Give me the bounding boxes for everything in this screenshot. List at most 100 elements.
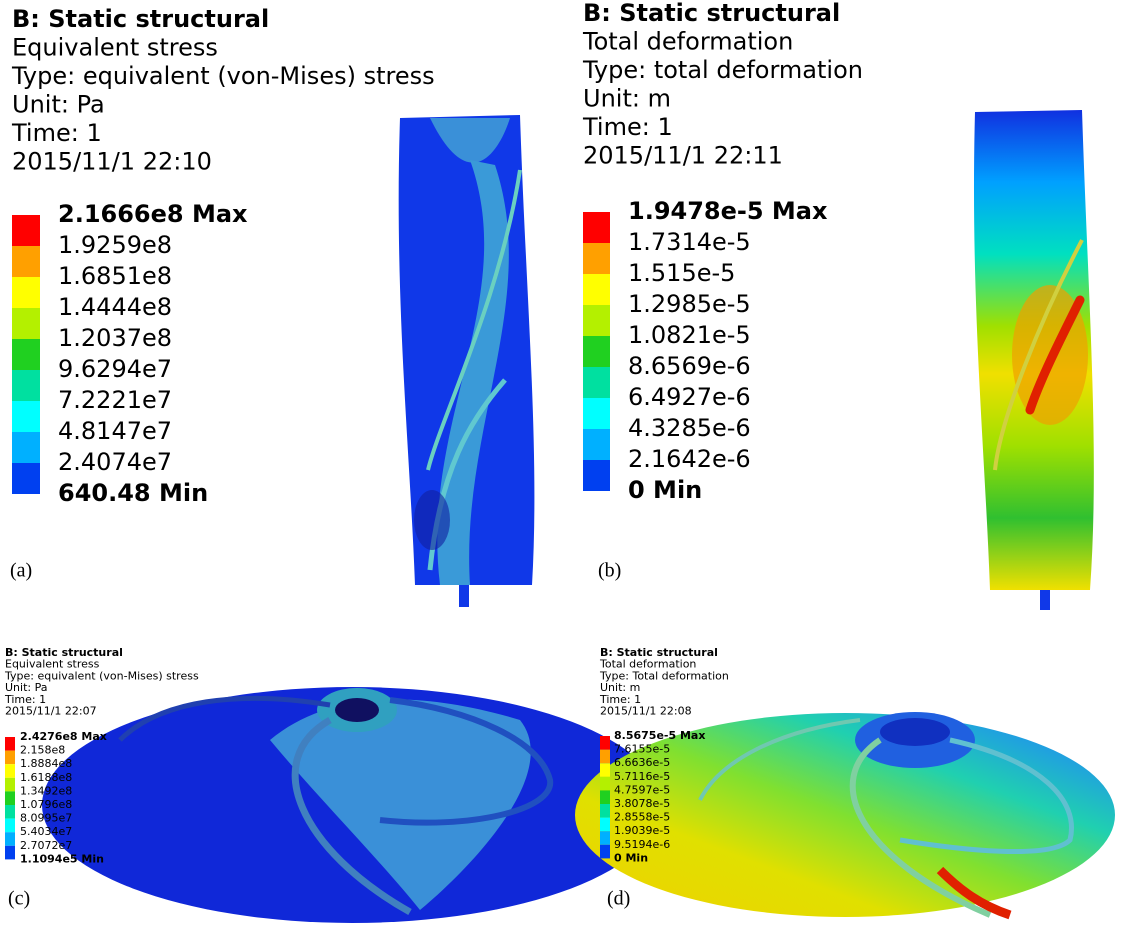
legend-label: 0 Min (628, 476, 702, 504)
header-line: Time: 1 (582, 113, 673, 141)
header-line: Time: 1 (11, 119, 102, 147)
legend-swatch (583, 429, 610, 460)
legend-label: 7.2221e7 (58, 386, 172, 414)
legend-swatch (600, 845, 610, 859)
panel-letter: (c) (8, 888, 30, 910)
legend-label: 1.2985e-5 (628, 290, 751, 318)
legend-swatch (583, 243, 610, 274)
legend-swatch (12, 432, 40, 463)
legend-swatch (600, 790, 610, 804)
legend-label: 2.4276e8 Max (20, 730, 107, 743)
header-title: B: Static structural (12, 5, 269, 33)
header-line: 2015/11/1 22:07 (5, 705, 97, 718)
legend-label: 4.3285e-6 (628, 414, 751, 442)
legend-swatch (583, 398, 610, 429)
legend-swatch (600, 831, 610, 845)
header-line: 2015/11/1 22:11 (583, 142, 783, 170)
legend-swatch (5, 791, 15, 805)
legend-swatch (600, 736, 610, 750)
header-line: Unit: m (583, 85, 671, 113)
legend-label: 6.4927e-6 (628, 383, 751, 411)
legend-swatch (12, 308, 40, 339)
legend-label: 8.6569e-6 (628, 352, 751, 380)
legend-label: 1.0821e-5 (628, 321, 751, 349)
header-title: B: Static structural (583, 0, 840, 27)
legend-label: 4.8147e7 (58, 417, 172, 445)
legend-label: 1.9039e-5 (614, 824, 670, 837)
legend-swatch (12, 246, 40, 277)
legend-swatch (12, 277, 40, 308)
legend-label: 6.6636e-5 (614, 756, 670, 769)
legend-swatch (5, 778, 15, 792)
legend-swatch (600, 763, 610, 777)
legend-label: 2.158e8 (20, 744, 65, 757)
legend-label: 640.48 Min (58, 479, 208, 507)
legend-swatch (12, 401, 40, 432)
header-line: 2015/11/1 22:08 (600, 705, 692, 718)
legend-label: 7.6155e-5 (614, 743, 670, 756)
legend-swatch (583, 305, 610, 336)
legend-label: 1.7314e-5 (628, 228, 751, 256)
stress-disc (42, 687, 662, 923)
legend-swatch (5, 751, 15, 765)
legend-label: 4.7597e-5 (614, 783, 670, 796)
legend-swatch (5, 846, 15, 860)
panel-letter: (d) (607, 888, 630, 910)
legend-swatch (5, 832, 15, 846)
legend-label: 1.515e-5 (628, 259, 735, 287)
legend-label: 1.6851e8 (58, 262, 172, 290)
legend-label: 5.4034e7 (20, 825, 72, 838)
legend-label: 1.4444e8 (58, 293, 172, 321)
legend-swatch (600, 777, 610, 791)
header-line: Type: equivalent (von-Mises) stress (11, 62, 435, 90)
panel-letter: (a) (10, 560, 32, 582)
header-line: Equivalent stress (12, 34, 218, 62)
legend-label: 2.1666e8 Max (58, 200, 248, 228)
legend-swatch (12, 463, 40, 494)
legend-label: 2.8558e-5 (614, 811, 670, 824)
legend-swatch (583, 336, 610, 367)
legend-label: 2.4074e7 (58, 448, 172, 476)
legend-label: 3.8078e-5 (614, 797, 670, 810)
legend-label: 1.9259e8 (58, 231, 172, 259)
legend-swatch (583, 274, 610, 305)
legend-label: 1.3492e8 (20, 784, 72, 797)
panel-letter: (b) (598, 560, 621, 582)
figure: B: Static structuralEquivalent stressTyp… (0, 0, 1126, 928)
legend-swatch (5, 737, 15, 751)
legend-label: 1.2037e8 (58, 324, 172, 352)
stress-cylinder (399, 115, 535, 607)
legend-label: 8.0995e7 (20, 812, 72, 825)
header-line: 2015/11/1 22:10 (12, 148, 212, 176)
legend-swatch (5, 764, 15, 778)
legend-label: 1.0796e8 (20, 798, 72, 811)
legend-label: 8.5675e-5 Max (614, 729, 705, 742)
legend-swatch (600, 750, 610, 764)
legend-swatch (600, 818, 610, 832)
legend-swatch (583, 212, 610, 243)
legend-swatch (600, 804, 610, 818)
legend-label: 1.9478e-5 Max (628, 197, 828, 225)
legend-label: 0 Min (614, 851, 648, 864)
legend-swatch (583, 460, 610, 491)
legend-label: 1.1094e5 Min (20, 852, 104, 865)
legend-swatch (12, 339, 40, 370)
legend-swatch (5, 819, 15, 833)
legend-label: 1.8884e8 (20, 757, 72, 770)
legend-label: 9.6294e7 (58, 355, 172, 383)
legend-label: 2.1642e-6 (628, 445, 751, 473)
legend-label: 5.7116e-5 (614, 770, 670, 783)
header-line: Unit: Pa (12, 91, 105, 119)
legend-label: 1.6188e8 (20, 771, 72, 784)
legend-swatch (583, 367, 610, 398)
deformation-cylinder (974, 110, 1094, 610)
legend-swatch (12, 215, 40, 246)
legend-swatch (5, 805, 15, 819)
legend-label: 9.5194e-6 (614, 838, 670, 851)
legend-label: 2.7072e7 (20, 839, 72, 852)
header-line: Type: total deformation (582, 56, 863, 84)
header-line: Total deformation (582, 28, 793, 56)
legend-swatch (12, 370, 40, 401)
